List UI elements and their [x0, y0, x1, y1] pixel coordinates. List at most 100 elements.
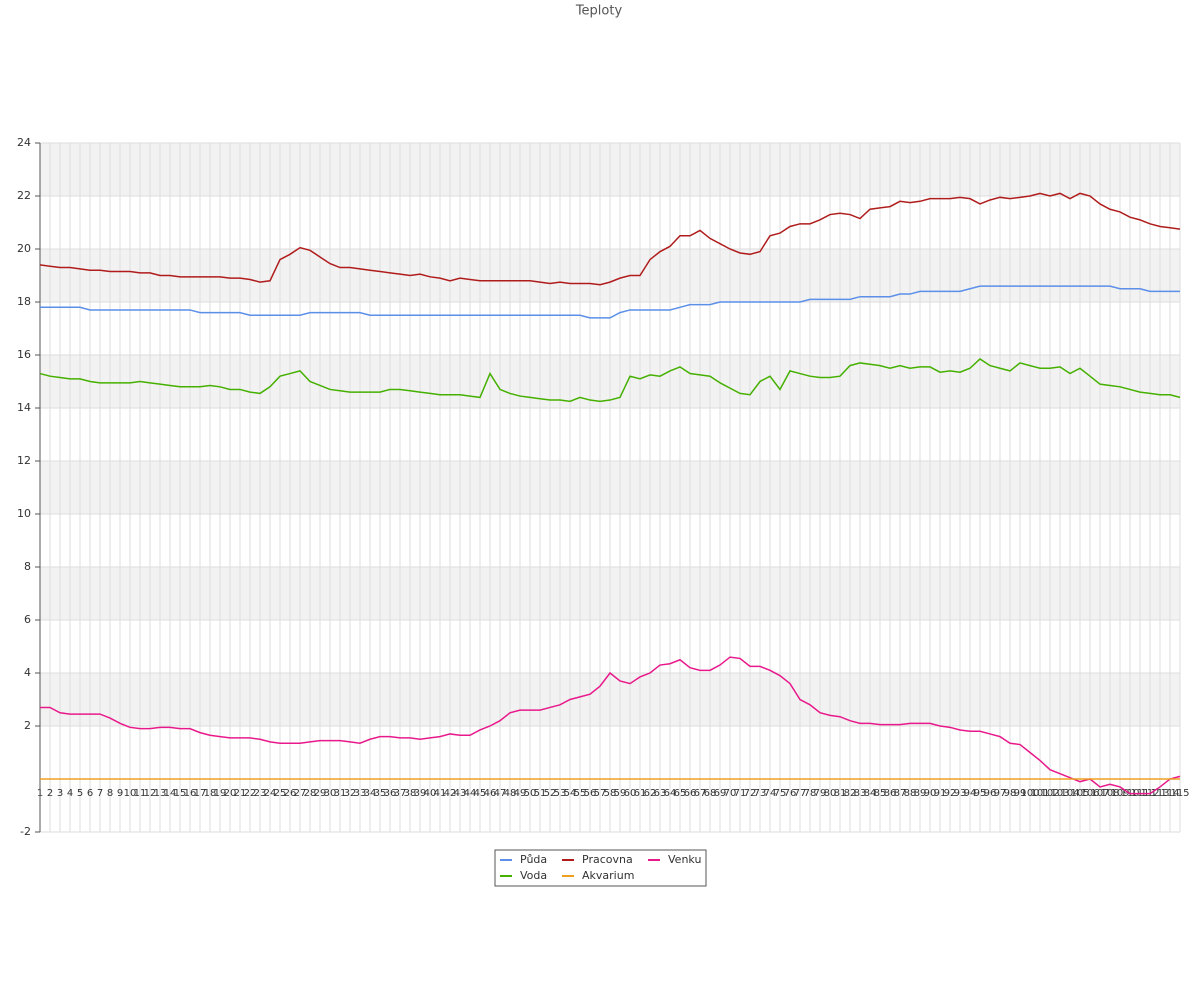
y-tick-label: 16: [17, 348, 31, 361]
x-tick-label: 113: [1150, 788, 1169, 799]
x-tick-label: 62: [644, 788, 657, 799]
x-tick-label: 56: [584, 788, 597, 799]
x-tick-label: 28: [304, 788, 317, 799]
x-tick-label: 72: [744, 788, 757, 799]
x-tick-label: 90: [924, 788, 937, 799]
x-tick-label: 91: [934, 788, 947, 799]
x-tick-label: 96: [984, 788, 997, 799]
y-tick-label: 22: [17, 189, 31, 202]
x-tick-label: 16: [184, 788, 197, 799]
x-tick-label: 43: [454, 788, 467, 799]
x-tick-label: 36: [384, 788, 397, 799]
y-tick-label: 2: [24, 719, 31, 732]
x-tick-label: 17: [194, 788, 207, 799]
x-tick-label: 69: [714, 788, 727, 799]
x-tick-label: 108: [1100, 788, 1119, 799]
y-tick-label: 6: [24, 613, 31, 626]
x-tick-label: 86: [884, 788, 897, 799]
x-tick-label: 70: [724, 788, 737, 799]
x-tick-label: 4: [67, 788, 73, 799]
x-tick-label: 27: [294, 788, 307, 799]
y-tick-label: 4: [24, 666, 31, 679]
x-tick-label: 104: [1060, 788, 1079, 799]
x-tick-label: 42: [444, 788, 457, 799]
legend-label: Voda: [520, 869, 547, 882]
x-tick-label: 102: [1040, 788, 1059, 799]
x-tick-label: 21: [234, 788, 247, 799]
x-tick-label: 101: [1030, 788, 1049, 799]
x-tick-label: 31: [334, 788, 347, 799]
x-tick-label: 61: [634, 788, 647, 799]
x-tick-label: 89: [914, 788, 927, 799]
y-tick-label: 20: [17, 242, 31, 255]
x-tick-label: 95: [974, 788, 987, 799]
x-tick-label: 105: [1070, 788, 1089, 799]
legend-box: [494, 849, 707, 887]
x-tick-label: 53: [554, 788, 567, 799]
x-tick-label: 9: [117, 788, 123, 799]
x-tick-label: 3: [57, 788, 63, 799]
x-tick-label: 37: [394, 788, 407, 799]
y-tick-label: 10: [17, 507, 31, 520]
x-tick-label: 93: [954, 788, 967, 799]
x-tick-label: 44: [464, 788, 477, 799]
x-tick-label: 33: [354, 788, 367, 799]
x-tick-label: 109: [1110, 788, 1129, 799]
x-tick-label: 98: [1004, 788, 1017, 799]
x-tick-label: 20: [224, 788, 237, 799]
x-tick-label: 59: [614, 788, 627, 799]
x-tick-label: 65: [674, 788, 687, 799]
x-tick-label: 100: [1020, 788, 1039, 799]
x-tick-label: 7: [97, 788, 103, 799]
x-tick-label: 45: [474, 788, 487, 799]
x-tick-label: 84: [864, 788, 877, 799]
x-tick-label: 80: [824, 788, 837, 799]
x-tick-label: 51: [534, 788, 547, 799]
x-tick-label: 2: [47, 788, 53, 799]
x-tick-label: 38: [404, 788, 417, 799]
x-tick-label: 76: [784, 788, 797, 799]
legend-label: Akvarium: [582, 869, 634, 882]
x-tick-label: 99: [1014, 788, 1027, 799]
x-tick-label: 14: [164, 788, 177, 799]
x-tick-label: 50: [524, 788, 537, 799]
x-tick-label: 5: [77, 788, 83, 799]
legend-label: Venku: [668, 853, 701, 866]
y-tick-label: 12: [17, 454, 31, 467]
x-tick-label: 77: [794, 788, 807, 799]
legend-label: Půda: [520, 853, 547, 866]
x-tick-label: 60: [624, 788, 637, 799]
series-line: [40, 285, 1180, 319]
x-tick-label: 11: [134, 788, 147, 799]
x-tick-label: 55: [574, 788, 587, 799]
x-tick-label: 32: [344, 788, 357, 799]
x-tick-label: 67: [694, 788, 707, 799]
x-tick-label: 115: [1170, 788, 1189, 799]
x-tick-label: 34: [364, 788, 377, 799]
y-tick-label: 8: [24, 560, 31, 573]
x-tick-label: 49: [514, 788, 527, 799]
x-tick-label: 23: [254, 788, 267, 799]
series-line: [40, 656, 1181, 795]
x-tick-label: 35: [374, 788, 387, 799]
x-tick-label: 81: [834, 788, 847, 799]
x-tick-label: 39: [414, 788, 427, 799]
x-tick-label: 46: [484, 788, 497, 799]
y-tick-label: -2: [20, 825, 31, 838]
x-tick-label: 97: [994, 788, 1007, 799]
x-tick-label: 74: [764, 788, 777, 799]
chart-title: Teploty: [575, 4, 623, 19]
legend-label: Pracovna: [582, 853, 633, 866]
x-tick-label: 58: [604, 788, 617, 799]
x-tick-label: 88: [904, 788, 917, 799]
x-tick-label: 66: [684, 788, 697, 799]
x-tick-label: 41: [434, 788, 447, 799]
x-tick-label: 73: [754, 788, 767, 799]
x-tick-label: 82: [844, 788, 857, 799]
x-tick-label: 26: [284, 788, 297, 799]
x-tick-label: 79: [814, 788, 827, 799]
x-tick-label: 54: [564, 788, 577, 799]
series-line: [39, 192, 1181, 286]
x-tick-label: 85: [874, 788, 887, 799]
